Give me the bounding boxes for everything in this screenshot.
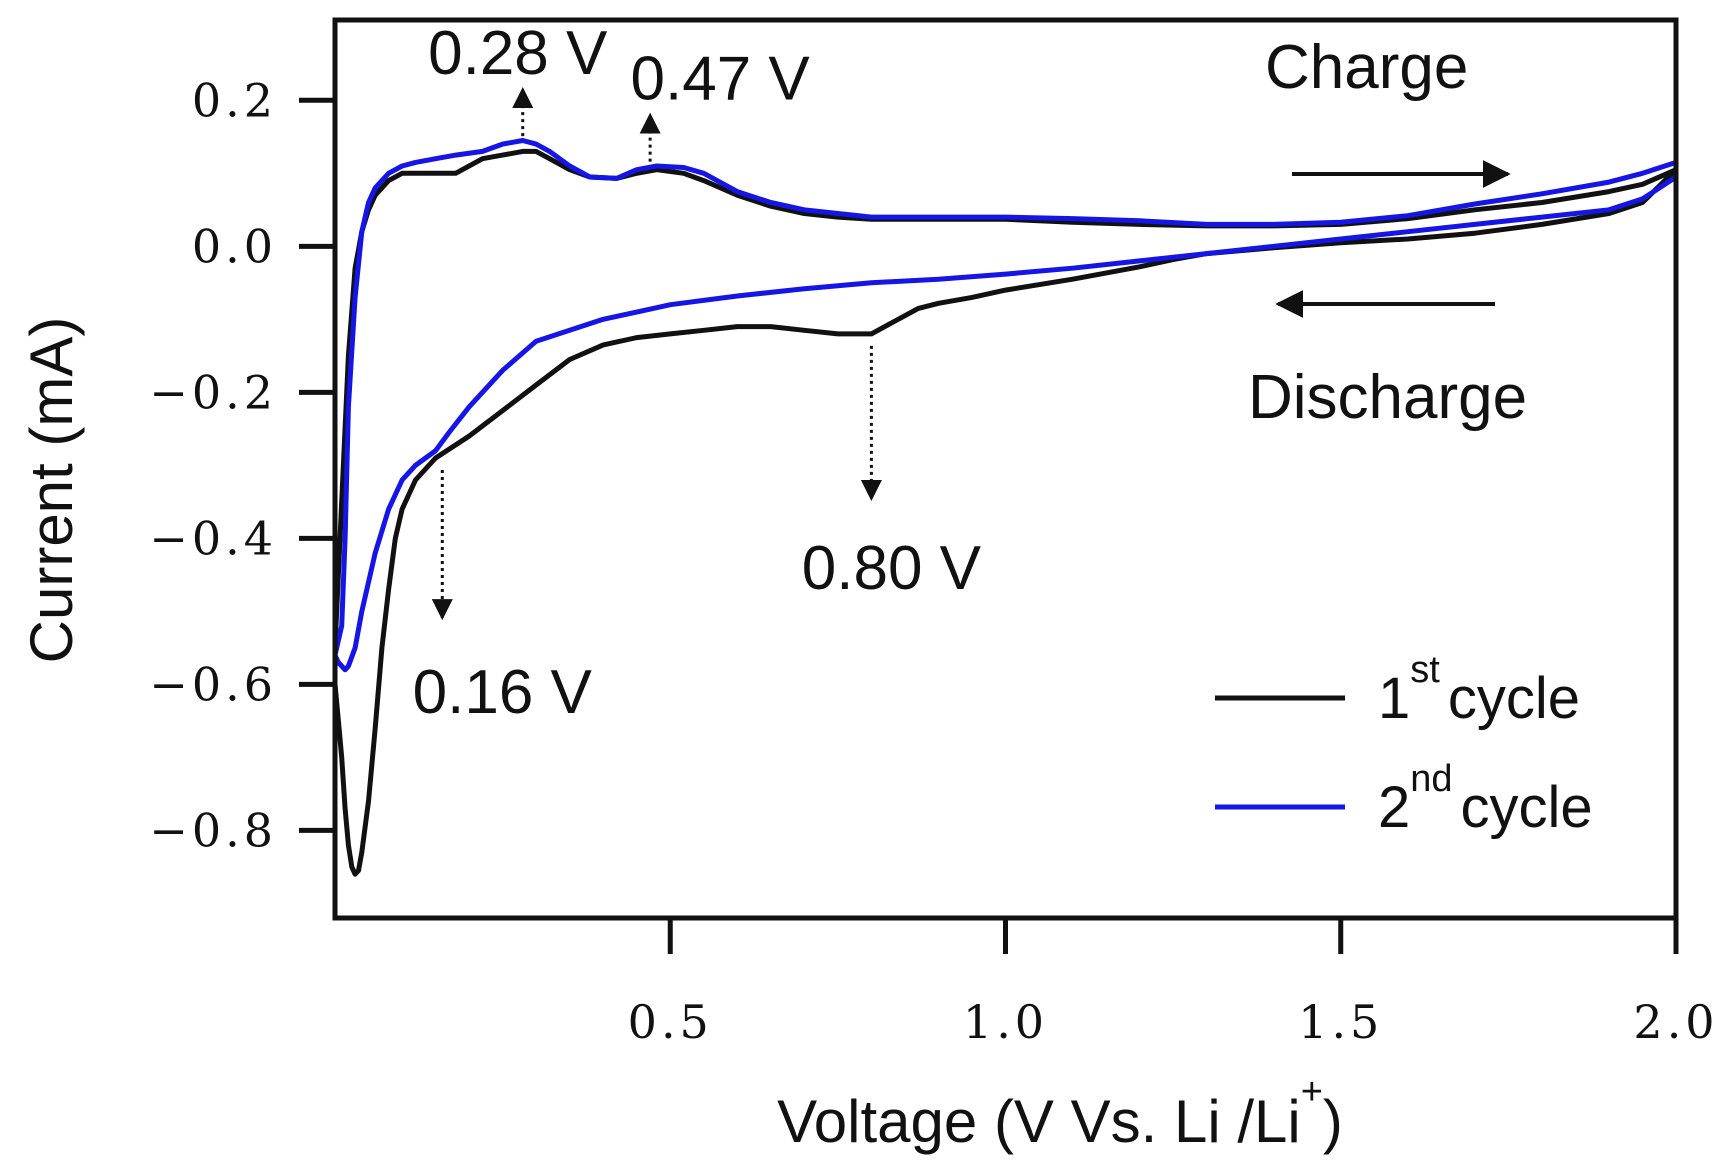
discharge-label: Discharge: [1248, 363, 1527, 432]
y-tick-label: −0.6: [149, 657, 277, 711]
peak-label-3: 0.80 V: [802, 534, 982, 603]
y-tick-label: −0.8: [149, 803, 277, 857]
peak-label-4: 0.16 V: [413, 658, 593, 727]
series-line-2: [332, 138, 1679, 673]
x-axis-title-sup: +: [1301, 1071, 1323, 1113]
y-tick-label: 0.2: [192, 73, 277, 127]
legend: 1st cycle 2nd cycle: [1215, 649, 1593, 840]
y-axis-title: Current (mA): [18, 317, 85, 664]
y-tick-label: −0.4: [149, 511, 277, 565]
peak-label-1: 0.28 V: [428, 19, 608, 88]
y-tick-label: −0.2: [149, 365, 277, 419]
legend-label-1st-sup: st: [1410, 649, 1440, 691]
x-axis-title-close: ): [1323, 1088, 1343, 1155]
curves-layer: [332, 138, 1679, 877]
y-tick-label: 0.0: [192, 219, 277, 273]
peak-label-2: 0.47 V: [631, 45, 811, 114]
annotations-layer: 0.28 V 0.47 V 0.80 V 0.16 V: [413, 19, 982, 727]
ticks-layer: 0.2 0.0 −0.2 −0.4 −0.6 −0.8 0.5 1.0 1.5 2.0: [149, 73, 1718, 1049]
x-axis-title: Voltage (V Vs. Li /Li+): [777, 1071, 1343, 1155]
legend-label-1st-num: 1: [1378, 666, 1410, 731]
x-tick-label: 1.0: [963, 995, 1048, 1049]
x-axis-title-main: Voltage (V Vs. Li /Li: [777, 1088, 1301, 1155]
charge-label: Charge: [1265, 33, 1468, 102]
legend-label-2nd-num: 2: [1378, 775, 1410, 840]
legend-label-2nd-text: cycle: [1461, 775, 1593, 840]
legend-label-1st: 1st cycle: [1378, 649, 1580, 731]
x-tick-label: 0.5: [628, 995, 713, 1049]
x-tick-label: 2.0: [1633, 995, 1718, 1049]
x-tick-label: 1.5: [1298, 995, 1383, 1049]
legend-label-2nd: 2nd cycle: [1378, 758, 1593, 840]
legend-label-1st-text: cycle: [1448, 666, 1580, 731]
legend-label-2nd-sup: nd: [1410, 758, 1452, 800]
series-line-1: [332, 148, 1679, 877]
